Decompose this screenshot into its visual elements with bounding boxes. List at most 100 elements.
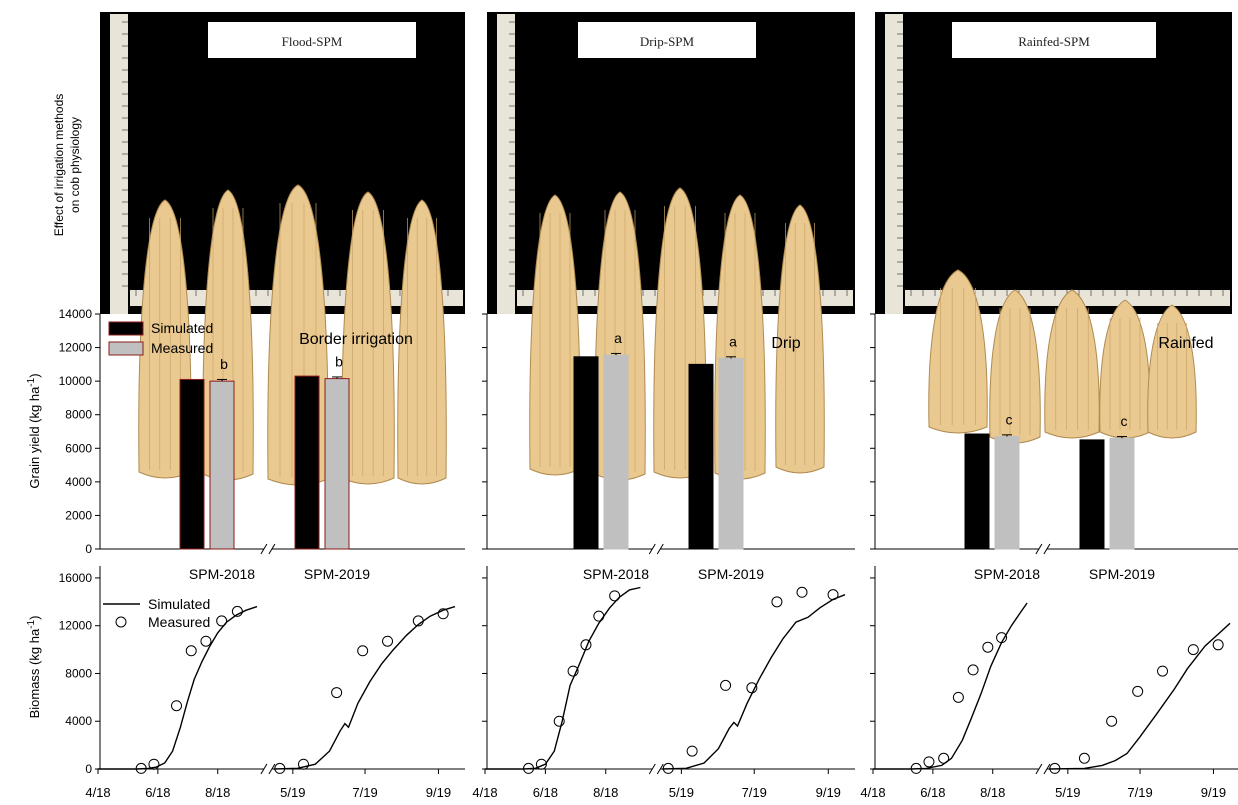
y-tick-label: 2000 xyxy=(65,508,92,522)
x-tick-label: 9/19 xyxy=(1201,785,1226,800)
legend-label: Measured xyxy=(148,614,210,630)
y-tick-label: 10000 xyxy=(59,374,93,388)
measured-point xyxy=(923,756,935,768)
measured-point xyxy=(662,762,674,774)
biomass-chart-2: 4/18 6/18 8/18 5/19 7/19 9/19 xyxy=(472,566,855,800)
bar-simulated xyxy=(964,433,990,550)
category-label: SPM-2018 xyxy=(974,566,1040,582)
grain-yield-row: 0 2000 4000 6000 8000 10000 12000 14000 SPM-2018… xyxy=(26,307,1238,582)
bar-simulated xyxy=(1079,439,1105,550)
measured-point xyxy=(982,641,994,653)
measured-point xyxy=(609,590,621,602)
measured-point xyxy=(1132,685,1144,697)
legend-label: Simulated xyxy=(148,596,210,612)
x-tick-label: 6/18 xyxy=(145,785,170,800)
y-tick-label: 8000 xyxy=(65,666,92,680)
axis-break xyxy=(648,763,656,775)
bar-chart-1: 0 2000 4000 6000 8000 10000 12000 14000 SPM-2018… xyxy=(26,307,465,582)
y-tick-label: 12000 xyxy=(59,619,93,633)
y-tick-label: 4000 xyxy=(65,475,92,489)
measured-point xyxy=(720,679,732,691)
measured-point xyxy=(231,605,243,617)
bar-chart-2: SPM-2018 a SPM-2019 a Drip xyxy=(482,313,855,582)
photo-label-box xyxy=(578,22,756,58)
corn-cob xyxy=(775,204,825,474)
corn-cob xyxy=(397,199,447,485)
legend-marker xyxy=(115,616,127,628)
axis-break xyxy=(648,543,656,555)
measured-point xyxy=(523,762,535,774)
measured-point xyxy=(938,752,950,764)
x-tick-label: 8/18 xyxy=(205,785,230,800)
bar-chart-3: SPM-2018 c SPM-2019 c Rainfed xyxy=(870,313,1238,582)
corn-cob xyxy=(1044,289,1100,439)
cob-photo-1: Flood-SPM xyxy=(100,12,465,486)
simulated-line xyxy=(273,605,456,770)
y-tick-label: 12000 xyxy=(59,341,93,355)
measured-point xyxy=(412,615,424,627)
biomass-row: 0 4000 8000 12000 16000 4/18 6/18 8/18 5/19 7/19 9… xyxy=(26,566,1238,800)
measured-point xyxy=(1187,644,1199,656)
significance-letter: a xyxy=(614,330,622,346)
bar-simulated xyxy=(294,375,320,550)
x-tick-label: 7/19 xyxy=(352,785,377,800)
category-label: SPM-2018 xyxy=(189,566,255,582)
significance-letter: c xyxy=(1121,413,1128,429)
category-label: SPM-2019 xyxy=(1089,566,1155,582)
measured-point xyxy=(382,635,394,647)
measured-point xyxy=(567,665,579,677)
simulated-line xyxy=(1048,622,1231,770)
corn-cob xyxy=(989,289,1041,444)
x-tick-label: 4/18 xyxy=(860,785,885,800)
panel-title: Border irrigation xyxy=(299,331,413,348)
bar-measured xyxy=(1109,437,1135,550)
axis-break xyxy=(1035,543,1043,555)
x-tick-label: 9/19 xyxy=(816,785,841,800)
category-label: SPM-2019 xyxy=(304,566,370,582)
bar-measured xyxy=(994,436,1020,550)
legend-label: Simulated xyxy=(151,320,213,336)
x-tick-label: 7/19 xyxy=(1127,785,1152,800)
x-tick-label: 4/18 xyxy=(85,785,110,800)
axis-break xyxy=(268,763,276,775)
figure-ylabel-line2: on cob physiology xyxy=(68,117,82,213)
axis-break xyxy=(1043,543,1051,555)
simulated-line xyxy=(98,605,258,770)
panel-title: Rainfed xyxy=(1158,335,1213,352)
measured-point xyxy=(1106,715,1118,727)
category-label: SPM-2018 xyxy=(583,566,649,582)
legend-swatch xyxy=(108,341,144,356)
x-tick-label: 8/18 xyxy=(593,785,618,800)
x-tick-label: 5/19 xyxy=(669,785,694,800)
bar-simulated xyxy=(573,356,599,550)
cob-photo-2: Drip-SPM xyxy=(487,12,855,481)
significance-letter: b xyxy=(220,356,228,372)
measured-point xyxy=(952,691,964,703)
photo-label-box xyxy=(208,22,416,58)
x-tick-label: 5/19 xyxy=(1055,785,1080,800)
category-label: SPM-2019 xyxy=(698,566,764,582)
axis-break xyxy=(260,763,268,775)
axis-break xyxy=(1035,763,1043,775)
y-tick-label: 4000 xyxy=(65,714,92,728)
y-tick-label: 6000 xyxy=(65,441,92,455)
measured-point xyxy=(185,645,197,657)
measured-point xyxy=(148,758,160,770)
corn-cob xyxy=(1147,304,1197,439)
x-tick-label: 8/18 xyxy=(980,785,1005,800)
measured-point xyxy=(686,745,698,757)
measured-point xyxy=(357,645,369,657)
measured-point xyxy=(593,610,605,622)
x-tick-label: 6/18 xyxy=(533,785,558,800)
measured-point xyxy=(274,762,286,774)
measured-point xyxy=(437,608,449,620)
legend-label: Measured xyxy=(151,340,213,356)
axis-break xyxy=(268,543,276,555)
measured-point xyxy=(553,715,565,727)
x-tick-label: 4/18 xyxy=(472,785,497,800)
measured-point xyxy=(1157,665,1169,677)
x-tick-label: 5/19 xyxy=(280,785,305,800)
simulated-line xyxy=(662,594,846,770)
measured-point xyxy=(216,615,228,627)
measured-point xyxy=(535,758,547,770)
